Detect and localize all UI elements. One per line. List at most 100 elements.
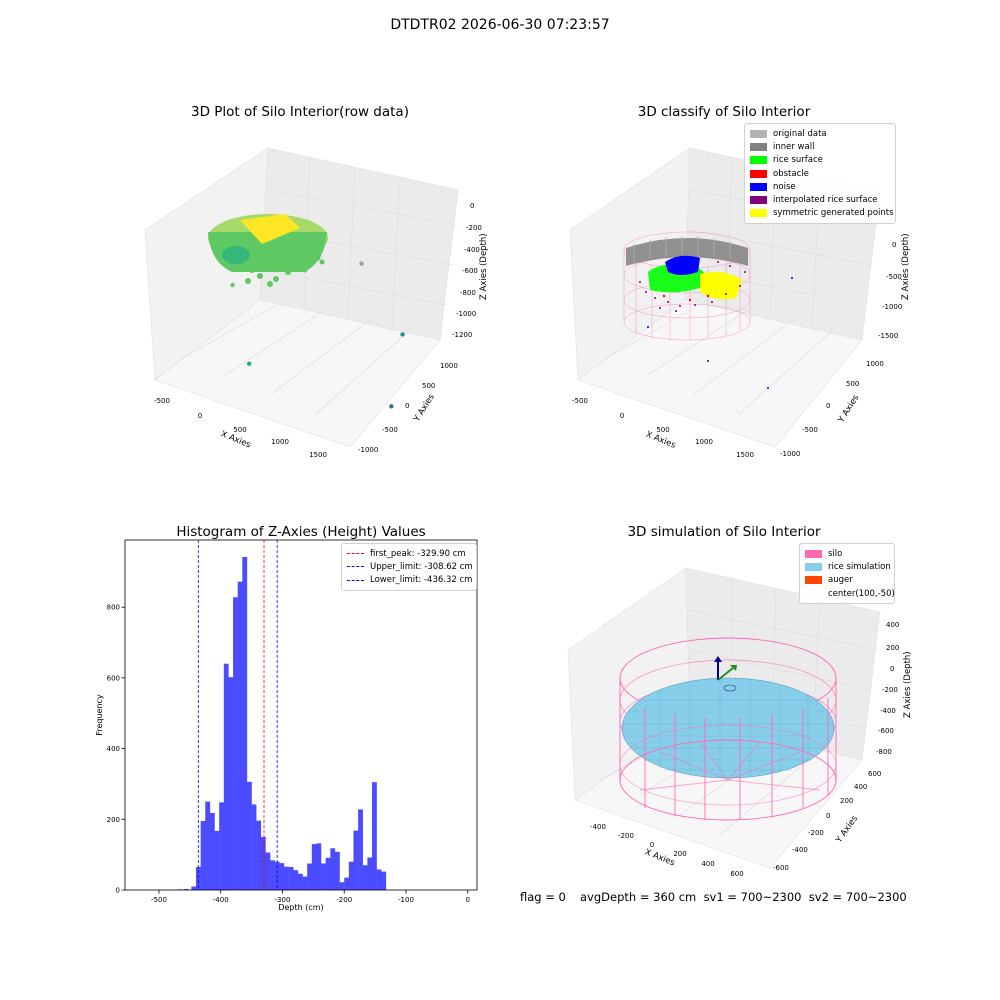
panel2-wall-stripes (633, 236, 731, 262)
legend-swatch (750, 209, 767, 218)
panel2-floor (577, 299, 863, 448)
histogram-bar (293, 870, 299, 890)
panel1-dome-shade (222, 246, 250, 264)
histogram-bar (372, 782, 377, 890)
histogram-y-ticks: 0 200 400 600 800 (107, 604, 125, 895)
panel1-ztick: -1200 (452, 331, 472, 339)
panel1-title: 3D Plot of Silo Interior(row data) (191, 104, 409, 120)
panel2-obstacle-dots (662, 294, 710, 302)
panel4-rice-surface-edge (621, 677, 835, 779)
histogram-xtick-label: -400 (213, 896, 229, 904)
panel1-xtick: 500 (233, 426, 246, 434)
histogram-bars (162, 556, 387, 890)
flag-status: flag = 0 (520, 890, 566, 904)
panel4-zlabel: Z Axies (Depth) (903, 651, 913, 718)
histogram-bar (348, 861, 354, 890)
panel1-x-ticks: -500 0 500 1000 1500 (154, 397, 327, 459)
panel1-3d-plot: -500 0 500 1000 1500 -1000 -500 0 500 10… (144, 147, 489, 459)
histogram-bar (242, 556, 248, 890)
histogram-bar (358, 809, 363, 890)
panel1-dome-peak (240, 214, 300, 244)
panel4-center-marker (723, 684, 737, 692)
legend-line-swatch (347, 553, 364, 555)
histogram-bar (297, 873, 303, 890)
panel4-ztick: 400 (886, 621, 899, 629)
panel4-auger-arrows (714, 656, 737, 681)
panel2-xtick: 1000 (695, 438, 713, 446)
legend-swatch (750, 182, 767, 191)
histogram-ytick-label: 200 (107, 816, 120, 824)
histogram-bar (334, 851, 340, 890)
panel2-legend: original data inner wall rice surface ob… (744, 123, 896, 225)
histogram-xtick-label: -300 (275, 896, 291, 904)
legend-swatch (750, 169, 767, 178)
panel1-ytick: 500 (422, 382, 435, 390)
panel4-ytick: -200 (808, 829, 824, 837)
legend-swatch (750, 156, 767, 165)
panel1-floor (154, 299, 441, 448)
figure-title: DTDTR02 2026-06-30 07:23:57 (390, 17, 610, 33)
histogram-bar (284, 866, 289, 890)
histogram-legend: first_peak: -329.90 cm Upper_limit: -308… (341, 543, 477, 591)
legend-swatch (805, 590, 822, 598)
histogram-bar (183, 888, 189, 890)
panel4-xtick: -400 (590, 823, 606, 831)
panel2-ztick: -1000 (882, 303, 902, 311)
panel4-ztick: 200 (886, 644, 899, 652)
histogram-bar (205, 801, 211, 890)
legend-item-inner-wall: inner wall (750, 140, 890, 153)
histogram-axes-frame (124, 539, 478, 891)
histogram-title: Histogram of Z-Axies (Height) Values (176, 524, 426, 540)
panel4-title: 3D simulation of Silo Interior (627, 524, 821, 540)
panel2-y-ticks: -1000 -500 0 500 1000 (780, 360, 884, 458)
panel2-xtick: 0 (620, 412, 624, 420)
panel4-ytick: -600 (773, 864, 789, 872)
panel2-ztick: 0 (892, 241, 896, 249)
histogram-bar (307, 863, 313, 890)
panel1-outlier-point (400, 332, 405, 337)
panel1-ztick: -1000 (456, 310, 476, 318)
legend-line-swatch (347, 579, 364, 581)
depth-stats: avgDepth = 360 cm sv1 = 700~2300 sv2 = 7… (580, 890, 907, 904)
histogram-bar (233, 597, 238, 890)
panel4-ztick: -600 (878, 727, 894, 735)
histogram-xtick-label: -100 (398, 896, 414, 904)
legend-swatch (750, 142, 767, 151)
legend-item-rice-simulation: rice simulation (805, 560, 891, 573)
legend-swatch (750, 129, 767, 138)
panel4-ytick: 400 (854, 783, 867, 791)
legend-label: auger (828, 575, 853, 586)
histogram-bar (214, 830, 220, 890)
panel4-x-ticks: -400 -200 0 200 400 600 (590, 823, 744, 878)
panel1-ytick: 1000 (440, 362, 458, 370)
panel1-xtick: 1000 (271, 438, 289, 446)
panel2-ztick: -1500 (878, 332, 898, 340)
histogram-ytick-label: 0 (116, 887, 120, 895)
panel1-outlier-point (389, 404, 394, 409)
panel4-ytick: 200 (840, 797, 853, 805)
panel1-ztick: 0 (470, 202, 474, 210)
histogram-bar (191, 886, 197, 890)
histogram-bar (316, 843, 322, 890)
panel2-ztick: -500 (886, 273, 902, 281)
legend-label: rice surface (773, 155, 823, 166)
histogram-bar (270, 860, 275, 890)
panel4-ztick: -800 (876, 748, 892, 756)
histogram-xtick-label: -500 (151, 896, 167, 904)
histogram-xtick-label: 0 (466, 896, 470, 904)
panel4-3d-plot: -400 -200 0 200 400 600 -600 -400 -200 0… (567, 567, 913, 878)
legend-swatch (805, 562, 822, 571)
legend-item-upper-limit: Upper_limit: -308.62 cm (347, 560, 473, 573)
legend-item-silo: silo (805, 547, 889, 560)
panel4-legend: silo rice simulation auger center(100,-5… (799, 543, 895, 605)
panel2-inner-wall (626, 238, 748, 266)
panel2-interpolated-dots (639, 261, 746, 312)
panel2-xtick: -500 (572, 397, 588, 405)
histogram-bar (288, 867, 294, 890)
legend-label: obstacle (773, 168, 809, 179)
panel2-ytick: 1000 (866, 360, 884, 368)
histogram-bar (223, 663, 229, 890)
legend-line-swatch (347, 566, 364, 568)
histogram-bar (237, 581, 243, 890)
legend-label: silo (828, 548, 843, 559)
